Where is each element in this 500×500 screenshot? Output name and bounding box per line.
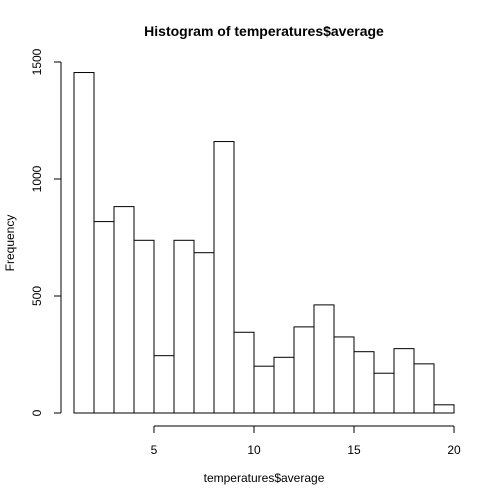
histogram-bar-5 xyxy=(153,355,175,414)
y-tick-label: 0 xyxy=(30,409,44,416)
histogram-bar-6 xyxy=(173,239,195,414)
histogram-bar-4 xyxy=(133,239,155,414)
histogram-bar-3 xyxy=(113,206,135,414)
x-tick-label: 10 xyxy=(247,443,261,457)
x-tick-label: 15 xyxy=(347,443,361,457)
histogram-bar-2 xyxy=(93,221,115,414)
histogram-bar-7 xyxy=(193,252,215,414)
x-axis-label: temperatures$average xyxy=(204,471,325,485)
bars-group xyxy=(73,72,455,414)
histogram-bar-8 xyxy=(213,141,235,414)
y-tick-label: 1000 xyxy=(30,165,44,192)
x-axis: 5 10 15 20 xyxy=(151,425,461,457)
histogram-bar-1 xyxy=(73,72,95,414)
histogram-bar-10 xyxy=(253,365,275,414)
y-axis-label: Frequency xyxy=(3,215,17,272)
histogram-bar-18 xyxy=(413,363,435,414)
histogram-bar-12 xyxy=(293,326,315,414)
histogram-bar-9 xyxy=(233,331,255,414)
histogram-bar-15 xyxy=(353,351,375,414)
histogram-bar-11 xyxy=(273,356,295,414)
chart-title: Histogram of temperatures$average xyxy=(144,23,384,39)
x-tick-label: 5 xyxy=(151,443,158,457)
y-axis: 0 500 1000 1500 xyxy=(30,48,62,416)
x-tick-label: 20 xyxy=(447,443,461,457)
histogram-bar-19 xyxy=(433,404,455,414)
y-tick-label: 500 xyxy=(30,286,44,306)
histogram-bar-17 xyxy=(393,348,415,414)
histogram-bar-14 xyxy=(333,336,355,414)
histogram-bar-16 xyxy=(373,372,395,414)
y-tick-label: 1500 xyxy=(30,48,44,75)
histogram-bar-13 xyxy=(313,304,335,414)
